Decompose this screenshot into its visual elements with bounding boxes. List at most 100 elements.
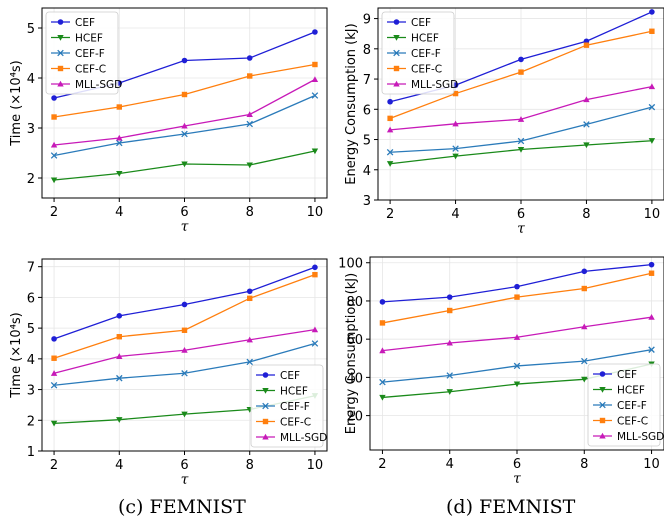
x-axis-label: τ <box>517 221 525 237</box>
data-point-mll-sgd <box>50 370 58 376</box>
legend: CEF HCEF CEF-F CEF-C MLL-SGD <box>45 11 122 95</box>
x-tick-label: 10 <box>307 458 324 473</box>
data-point-cef-c <box>452 90 459 97</box>
legend-marker-cef-f <box>599 401 606 409</box>
legend-label-cef-f: CEF-F <box>75 48 105 60</box>
x-tick-label: 2 <box>386 207 394 222</box>
data-point-hcef <box>583 142 590 149</box>
legend-marker-mll-sgd <box>393 80 400 87</box>
series-hcef <box>50 148 319 184</box>
series-cef-c <box>387 28 655 122</box>
data-point-cef-c <box>181 327 188 333</box>
legend-label-hcef: HCEF <box>411 33 439 45</box>
data-point-cef-c <box>514 294 520 300</box>
caption-d: (d) FEMNIST <box>446 496 576 518</box>
data-point-cef-c <box>181 91 188 98</box>
data-point-cef <box>379 299 386 305</box>
legend: CEF HCEF CEF-F CEF-C MLL-SGD <box>587 363 664 447</box>
data-point-cef-f <box>648 346 655 353</box>
data-point-cef-f <box>181 370 188 377</box>
legend-label-mll-sgd: MLL-SGD <box>411 79 458 91</box>
legend-label-cef-c: CEF-C <box>411 64 442 76</box>
data-point-cef <box>246 288 253 295</box>
data-point-mll-sgd <box>50 141 58 148</box>
legend-marker-cef-c <box>599 417 606 424</box>
data-point-cef-c <box>649 28 655 34</box>
x-tick-label: 2 <box>378 457 386 472</box>
data-point-hcef <box>116 417 123 423</box>
data-point-mll-sgd <box>181 347 188 353</box>
data-point-hcef <box>452 153 459 160</box>
series-cef-f <box>379 346 655 386</box>
data-point-cef-f <box>446 372 453 379</box>
y-tick-label: 3 <box>363 194 371 209</box>
legend-marker-cef <box>57 19 64 25</box>
data-point-cef-c <box>116 104 122 110</box>
legend-label-cef-c: CEF-C <box>75 64 106 76</box>
data-point-cef <box>312 264 318 271</box>
series-cef-f <box>386 103 656 156</box>
data-point-cef-f <box>311 340 319 347</box>
data-point-cef-f <box>246 358 253 366</box>
data-point-cef-f <box>116 139 123 147</box>
y-tick-label: 7 <box>27 261 35 276</box>
legend-marker-mll-sgd <box>599 432 606 439</box>
data-point-cef <box>518 56 524 63</box>
legend-marker-cef <box>393 19 400 25</box>
y-tick-label: 60 <box>346 333 363 348</box>
legend-label-cef: CEF <box>75 17 95 29</box>
series-cef-f <box>50 340 319 389</box>
x-tick-label: 10 <box>644 207 661 222</box>
y-tick-label: 3 <box>27 122 35 137</box>
legend-marker-hcef <box>393 34 400 41</box>
data-point-mll-sgd <box>311 326 319 333</box>
legend-marker-cef-c <box>57 65 64 72</box>
data-point-cef <box>387 98 393 105</box>
legend-label-mll-sgd: MLL-SGD <box>280 432 327 444</box>
y-tick-label: 8 <box>363 43 371 58</box>
legend-label-cef: CEF <box>280 370 300 382</box>
data-point-hcef <box>581 376 588 383</box>
x-tick-label: 8 <box>582 207 590 222</box>
data-point-mll-sgd <box>517 116 525 122</box>
data-point-cef <box>51 95 57 101</box>
x-tick-label: 4 <box>115 458 123 473</box>
legend-marker-cef <box>262 372 269 378</box>
data-point-mll-sgd <box>116 134 123 141</box>
data-point-cef <box>312 29 318 35</box>
data-point-cef-c <box>379 320 386 326</box>
data-point-cef-c <box>312 271 318 278</box>
legend-marker-cef-f <box>262 402 269 410</box>
legend-box <box>250 364 324 448</box>
data-point-hcef <box>181 411 188 418</box>
data-point-cef-f <box>517 137 525 145</box>
series-mll-sgd <box>50 76 319 148</box>
y-tick-label: 5 <box>363 134 371 149</box>
data-point-cef-c <box>648 270 655 276</box>
y-tick-label: 6 <box>27 291 35 306</box>
data-point-cef-c <box>583 42 590 48</box>
data-point-cef <box>181 57 188 64</box>
y-axis-label: Energy Consumption (kJ) <box>344 273 359 434</box>
series-cef-c <box>379 270 655 326</box>
x-axis-label: τ <box>513 471 521 487</box>
data-point-hcef <box>386 161 394 167</box>
data-point-hcef <box>116 170 123 177</box>
legend-marker-mll-sgd <box>57 80 64 87</box>
legend: CEF HCEF CEF-F CEF-C MLL-SGD <box>250 364 327 448</box>
x-tick-label: 4 <box>115 205 123 220</box>
data-point-mll-sgd <box>386 126 394 133</box>
data-point-cef-f <box>581 357 588 365</box>
y-tick-label: 2 <box>27 414 35 429</box>
y-tick-label: 5 <box>27 322 35 337</box>
panel-d: 20 40 60 80 100 2 4 6 8 10 τ Energy Consumption (kJ… <box>338 256 664 487</box>
x-tick-label: 2 <box>50 458 58 473</box>
legend: CEF HCEF CEF-F CEF-C MLL-SGD <box>381 11 458 95</box>
legend-marker-cef-c <box>262 418 269 425</box>
series-mll-sgd <box>50 326 319 376</box>
legend-marker-cef <box>599 371 606 377</box>
data-point-mll-sgd <box>452 120 459 127</box>
data-point-hcef <box>446 389 453 395</box>
data-point-cef-c <box>581 285 587 292</box>
